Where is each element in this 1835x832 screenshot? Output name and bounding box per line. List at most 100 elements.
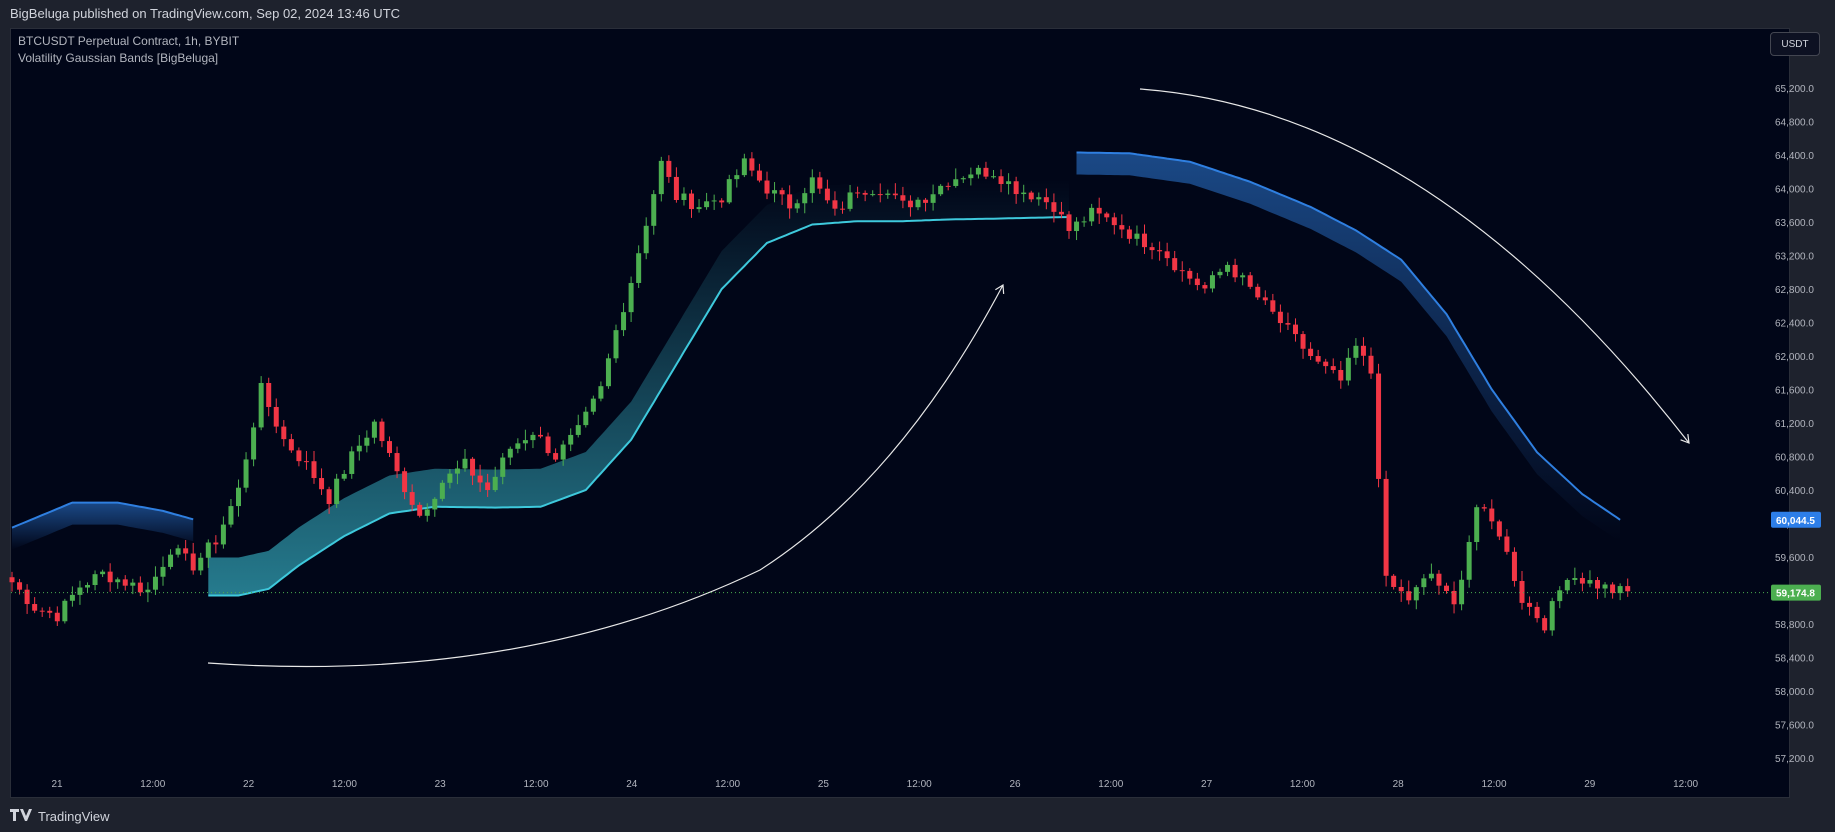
y-tick-label: 58,400.0 — [1775, 654, 1814, 665]
x-tick-label: 12:00 — [1098, 779, 1123, 790]
candle-body — [296, 450, 302, 462]
candle-body — [1557, 590, 1563, 602]
candle-body — [741, 158, 747, 176]
candle-body — [424, 509, 430, 516]
candle-body — [877, 194, 883, 196]
x-tick-label: 25 — [818, 779, 830, 790]
candle-body — [417, 504, 423, 516]
candle-body — [62, 600, 68, 622]
candle-body — [1579, 578, 1585, 584]
y-tick-label: 64,400.0 — [1775, 151, 1814, 162]
candle-body — [243, 459, 249, 488]
candle-body — [681, 193, 687, 201]
candle-body — [190, 553, 196, 571]
x-tick-label: 12:00 — [1673, 779, 1698, 790]
candle-body — [885, 193, 891, 195]
candle-body — [1587, 580, 1593, 584]
candle-body — [772, 190, 778, 194]
tradingview-logo-icon[interactable] — [10, 808, 32, 824]
upper_band-line-1 — [1076, 151, 1621, 521]
candle-body — [1270, 300, 1276, 312]
candle-body — [17, 582, 23, 590]
y-tick-label: 61,600.0 — [1775, 386, 1814, 397]
candle-body — [621, 312, 627, 331]
candle-body — [1527, 602, 1533, 607]
candle-body — [605, 358, 611, 387]
candle-body — [1142, 233, 1147, 248]
candle-body — [689, 193, 694, 210]
y-tick-label: 57,600.0 — [1775, 721, 1814, 732]
y-tick-label: 58,800.0 — [1775, 620, 1814, 631]
candle-body — [205, 542, 211, 558]
candle-body — [673, 176, 679, 201]
x-tick-label: 22 — [243, 779, 255, 790]
down-arrow-drawing[interactable] — [1139, 88, 1690, 444]
down-arrow-drawing-head — [1680, 433, 1690, 444]
candle-body — [862, 192, 868, 195]
candle-body — [409, 492, 415, 505]
candle-body — [107, 571, 113, 583]
candle-body — [794, 203, 800, 209]
candle-body — [1398, 586, 1404, 592]
y-tick-label: 60,800.0 — [1775, 453, 1814, 464]
candle-body — [175, 548, 181, 555]
candle-body — [938, 185, 944, 195]
candle-body — [77, 587, 83, 595]
candle-body — [462, 458, 468, 469]
x-tick-label: 12:00 — [332, 779, 357, 790]
up-arrow-drawing-head — [995, 283, 1005, 295]
candle-body — [1036, 197, 1042, 200]
candle-body — [92, 574, 98, 586]
candle-body — [160, 566, 166, 577]
candle-body — [779, 190, 785, 195]
candle-body — [1459, 579, 1465, 605]
candle-body — [1406, 591, 1412, 601]
candle-body — [1345, 357, 1351, 381]
y-tick-label: 63,200.0 — [1775, 252, 1814, 263]
candle-body — [1504, 536, 1510, 552]
candle-body — [454, 468, 460, 474]
candle-body — [1383, 478, 1389, 576]
candle-body — [24, 589, 30, 605]
candle-body — [1021, 192, 1027, 195]
candle-body — [1481, 507, 1487, 509]
candle-body — [855, 192, 861, 194]
currency-button[interactable]: USDT — [1770, 32, 1820, 56]
x-tick-label: 12:00 — [715, 779, 740, 790]
candle-body — [334, 478, 340, 505]
candle-body — [923, 199, 929, 203]
candle-body — [1126, 229, 1132, 239]
candle-body — [1209, 275, 1215, 289]
candle-body — [1496, 521, 1502, 537]
x-tick-label: 27 — [1201, 779, 1213, 790]
candle-body — [824, 188, 830, 201]
candle-body — [1428, 573, 1434, 579]
candle-body — [1134, 233, 1140, 239]
candle-body — [326, 489, 332, 505]
candle-body — [568, 434, 574, 445]
x-tick-label: 12:00 — [523, 779, 548, 790]
candle-body — [447, 473, 453, 483]
candles — [9, 152, 1631, 636]
y-tick-label: 62,000.0 — [1775, 352, 1814, 363]
candle-body — [1451, 590, 1457, 605]
candle-body — [983, 167, 989, 177]
candle-body — [832, 200, 838, 209]
candle-body — [719, 200, 725, 203]
y-tick-label: 61,200.0 — [1775, 419, 1814, 430]
candle-body — [54, 612, 60, 622]
candle-body — [583, 411, 589, 426]
symbol-legend[interactable]: BTCUSDT Perpetual Contract, 1h, BYBIT — [18, 34, 240, 48]
candle-body — [553, 453, 559, 460]
tradingview-brand[interactable]: TradingView — [38, 808, 110, 824]
up-arrow-drawing[interactable] — [207, 284, 1004, 668]
candle-body — [492, 476, 498, 491]
x-tick-label: 12:00 — [907, 779, 932, 790]
candle-body — [1444, 585, 1449, 591]
candle-body — [726, 179, 732, 203]
candle-body — [152, 576, 158, 590]
candle-body — [47, 610, 53, 613]
indicator-legend[interactable]: Volatility Gaussian Bands [BigBeluga] — [18, 51, 219, 65]
last-price-label: 59,174.8 — [1776, 589, 1815, 600]
